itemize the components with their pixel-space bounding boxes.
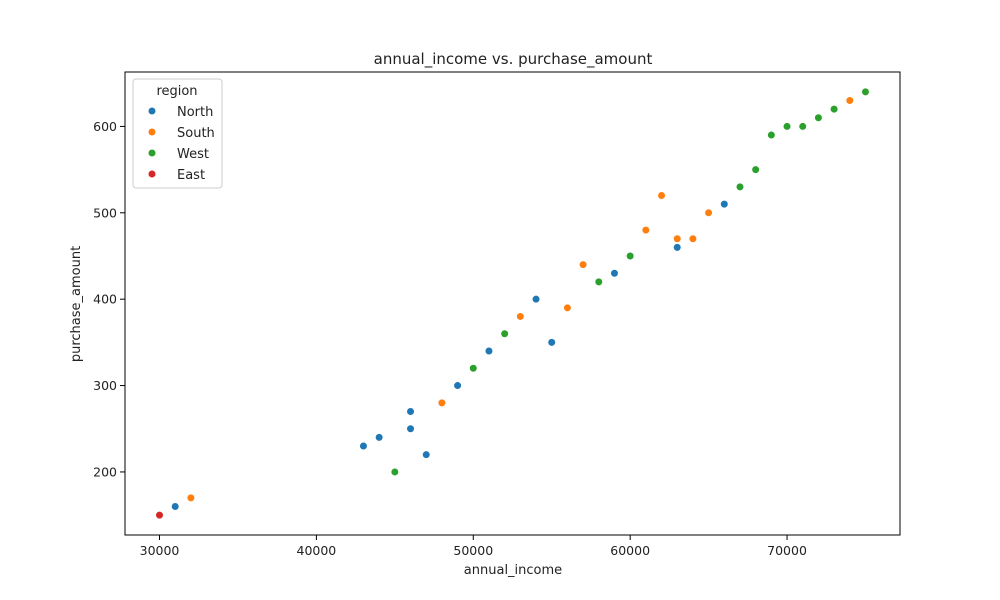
data-point-south <box>704 208 713 217</box>
data-point-south <box>673 234 682 243</box>
data-point-west <box>469 364 478 373</box>
chart-title: annual_income vs. purchase_amount <box>374 50 653 69</box>
legend-label-west: West <box>177 147 209 162</box>
y-tick-label: 600 <box>93 119 117 134</box>
data-point-west <box>500 329 509 338</box>
data-point-north <box>547 338 556 347</box>
data-point-south <box>516 312 525 321</box>
data-point-east <box>155 511 164 520</box>
data-point-west <box>751 165 760 174</box>
x-axis-label: annual_income <box>464 563 562 578</box>
x-tick-label: 30000 <box>140 543 180 558</box>
data-point-west <box>782 122 792 131</box>
data-point-west <box>814 113 823 122</box>
x-tick-label: 70000 <box>767 543 807 558</box>
data-point-west <box>626 251 635 261</box>
y-axis: 200 300 400 500 600 <box>93 119 125 479</box>
data-point-south <box>641 225 650 235</box>
legend-box <box>132 78 223 189</box>
data-point-south <box>563 303 572 312</box>
data-point-north <box>610 269 619 278</box>
data-point-north <box>406 424 415 433</box>
data-point-west <box>594 277 603 287</box>
legend-marker-north <box>147 106 157 116</box>
legend-marker-east <box>147 169 157 179</box>
y-tick-label: 300 <box>93 378 117 393</box>
data-point-south <box>688 234 698 243</box>
data-point-north <box>673 243 682 252</box>
legend-label-south: South <box>177 126 215 141</box>
legend-title: region <box>156 84 197 99</box>
data-point-north <box>171 502 180 511</box>
series-north <box>171 200 729 511</box>
legend-label-north: North <box>177 105 213 120</box>
data-point-west <box>830 105 839 114</box>
plot-area <box>155 87 870 520</box>
data-point-south <box>578 260 588 269</box>
plot-frame <box>124 71 901 536</box>
legend-marker-west <box>147 148 157 158</box>
data-point-north <box>531 295 541 304</box>
data-point-north <box>484 346 494 356</box>
legend-marker-south <box>147 127 157 137</box>
data-point-west <box>390 467 399 477</box>
data-point-south <box>186 493 195 502</box>
y-axis-label: purchase_amount <box>69 246 84 362</box>
data-point-north <box>375 433 384 442</box>
data-point-west <box>735 182 745 191</box>
data-point-south <box>657 191 666 200</box>
data-point-west <box>798 122 807 131</box>
data-point-north <box>453 381 462 390</box>
x-axis: 30000 40000 50000 60000 70000 <box>140 535 807 558</box>
y-tick-label: 500 <box>93 205 117 220</box>
data-point-north <box>359 441 368 451</box>
y-tick-label: 200 <box>93 464 117 479</box>
x-tick-label: 40000 <box>297 543 337 558</box>
data-point-north <box>406 407 415 416</box>
series-west <box>390 87 870 477</box>
data-point-south <box>845 96 854 105</box>
legend-label-east: East <box>177 168 205 183</box>
data-point-west <box>861 87 870 96</box>
data-point-south <box>437 398 447 407</box>
y-tick-label: 400 <box>93 292 117 307</box>
x-tick-label: 50000 <box>453 543 493 558</box>
data-point-north <box>422 450 431 459</box>
series-east <box>155 511 164 520</box>
data-point-west <box>767 130 776 140</box>
data-point-north <box>720 200 729 209</box>
series-south <box>186 96 854 502</box>
legend: region North South West East <box>132 78 223 189</box>
x-tick-label: 60000 <box>610 543 650 558</box>
